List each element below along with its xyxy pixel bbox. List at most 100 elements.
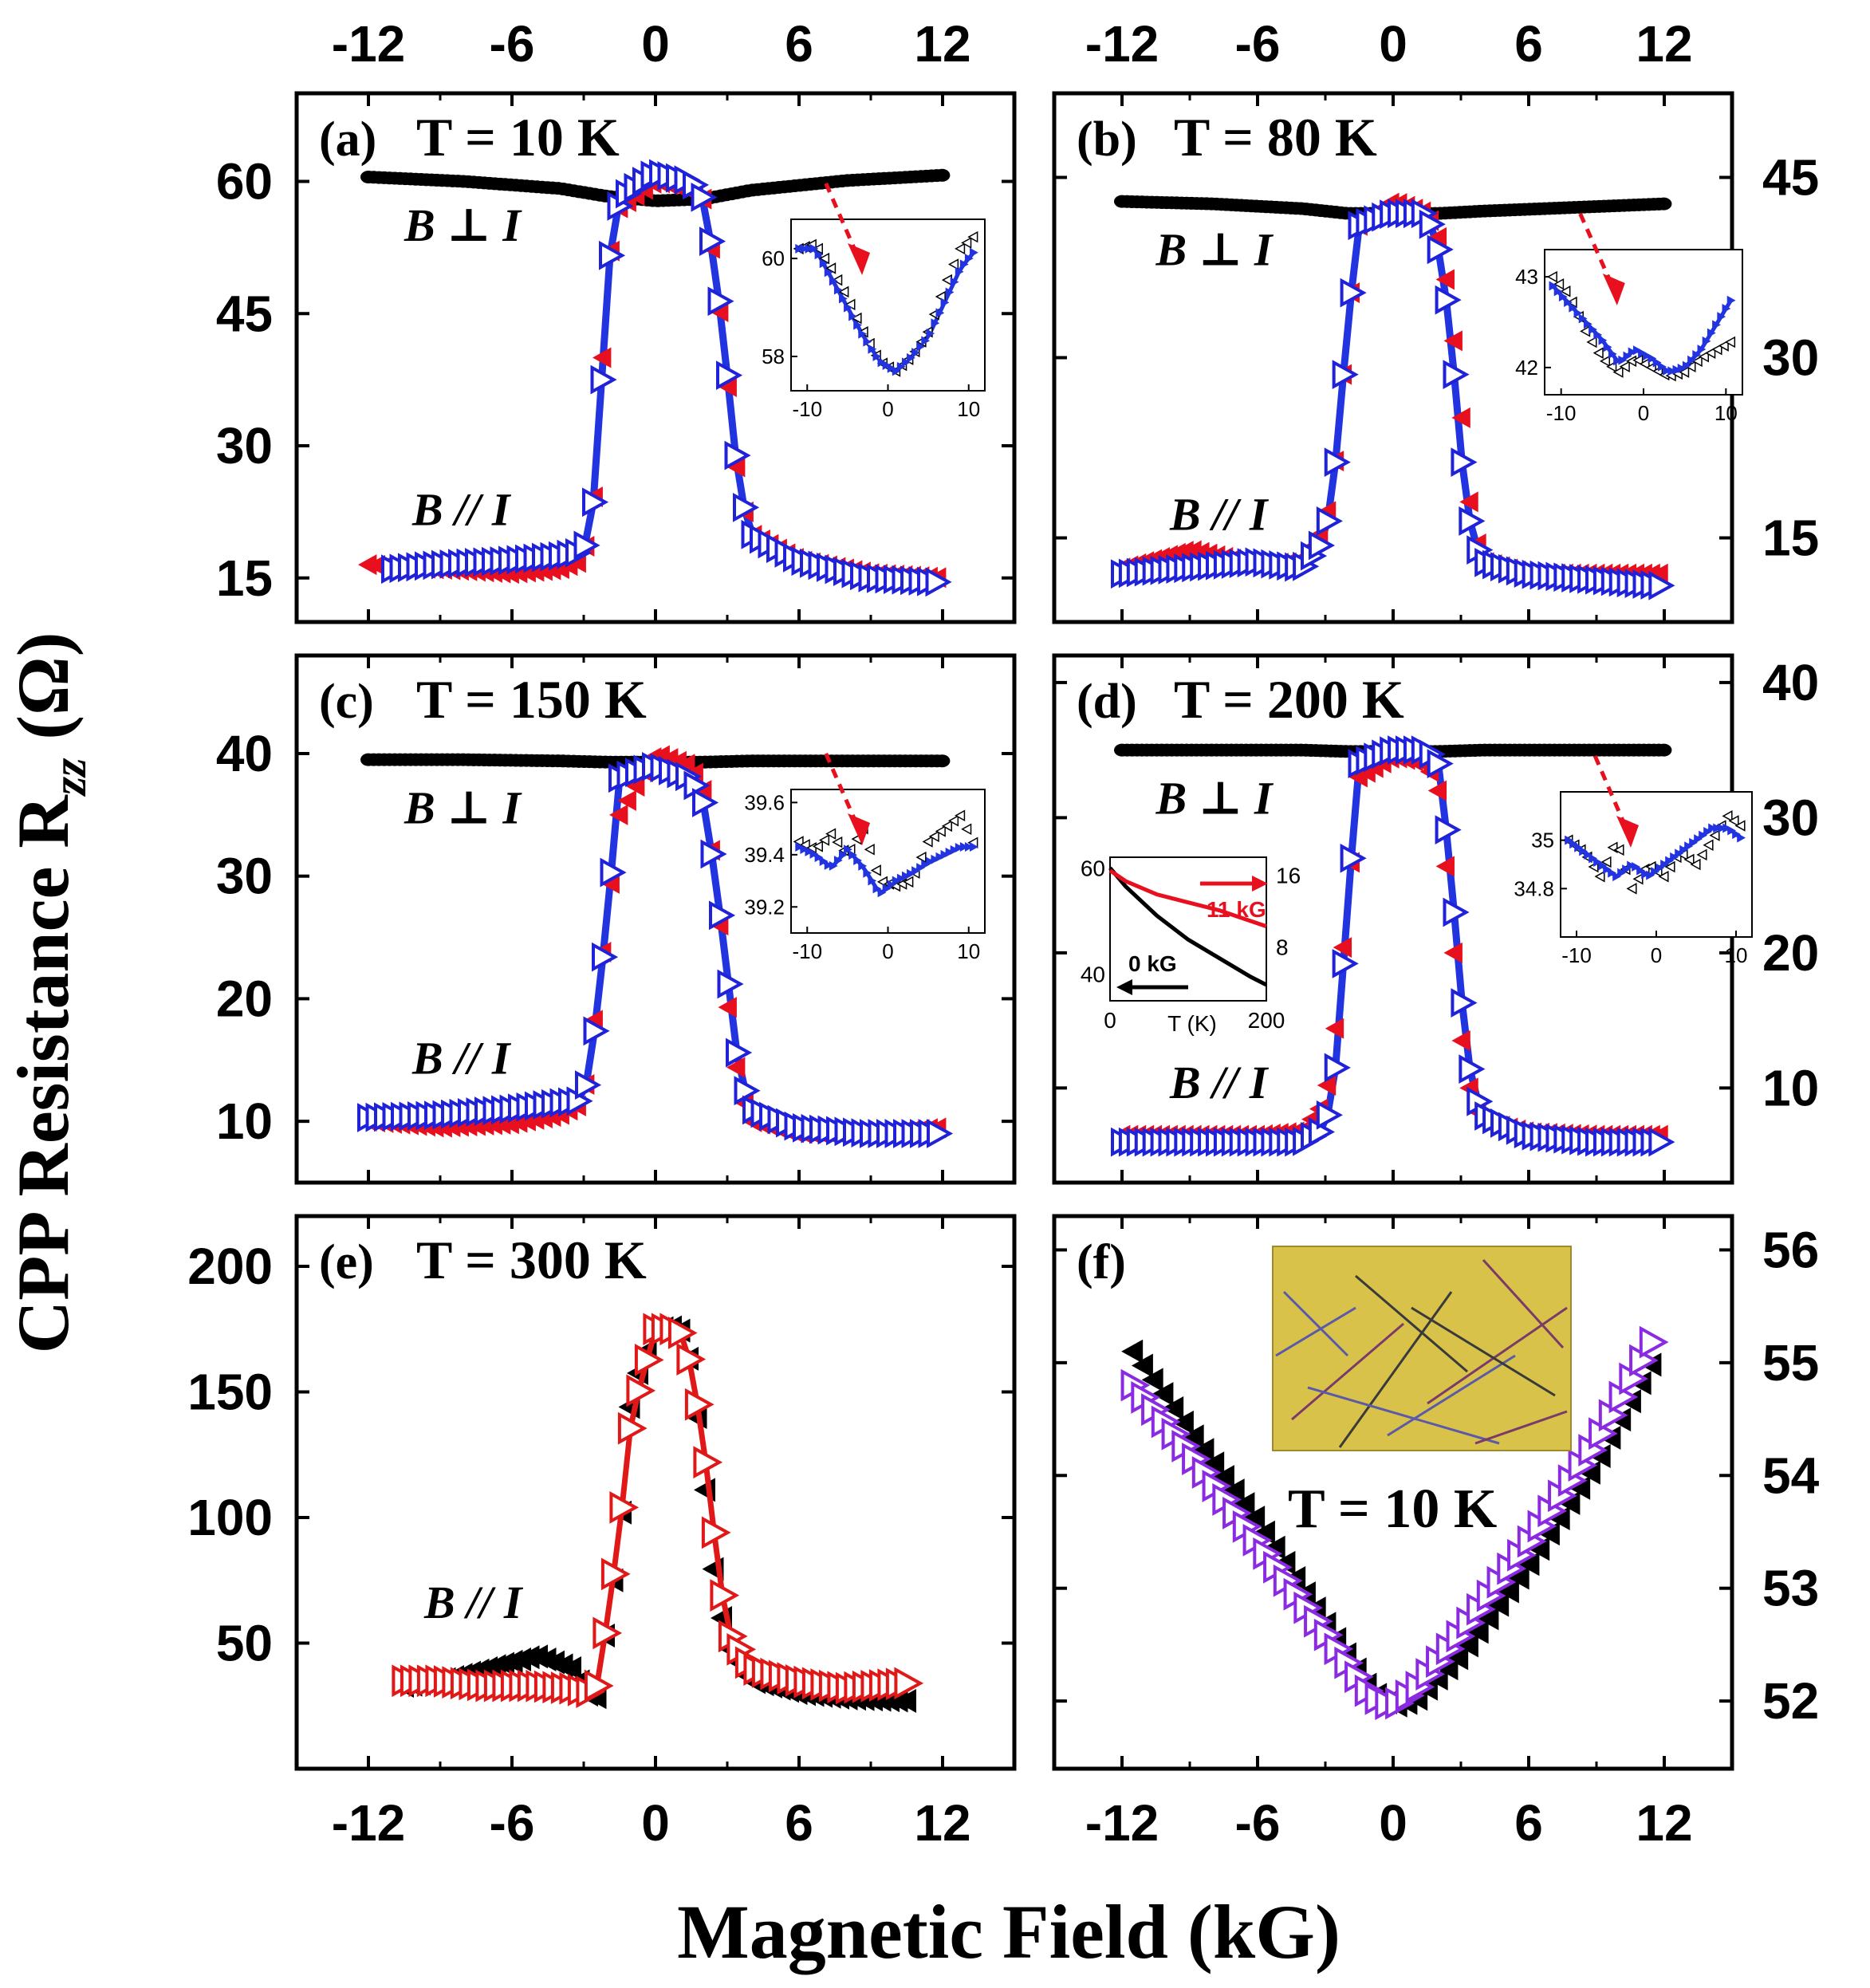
- inset-open-point: [1722, 810, 1733, 822]
- inset-filled-point: [853, 320, 863, 330]
- inset-filled-point: [1598, 335, 1608, 345]
- inset-filled-point: [916, 341, 925, 352]
- inset-filled-point: [892, 366, 901, 376]
- inset-open-point: [1718, 340, 1729, 352]
- inset-open-point: [1664, 860, 1675, 873]
- inset-open-point: [961, 823, 972, 836]
- par-down-point: [1435, 285, 1462, 315]
- inset-filled-point: [1583, 319, 1592, 329]
- inset-open-point: [1685, 360, 1696, 373]
- inset-filled-point: [863, 868, 872, 878]
- inset-filled-point: [1655, 863, 1664, 873]
- inset-filled-point: [829, 276, 838, 286]
- par-down-point: [1332, 949, 1359, 978]
- inset-open-point: [1724, 336, 1736, 348]
- inset-filled-point: [819, 258, 829, 269]
- photo-crack: [1291, 1322, 1404, 1421]
- inset-open-point: [935, 825, 946, 837]
- inset-open-point: [1599, 355, 1611, 368]
- open-point: [710, 1579, 740, 1612]
- inset-filled-point: [1707, 328, 1716, 338]
- x-tick-label: -12: [332, 1794, 406, 1852]
- inset-filled-point: [805, 846, 814, 856]
- inset-open-point: [1612, 366, 1624, 378]
- panel-title: T = 80 K: [1174, 107, 1377, 167]
- inset-x-tick-label: -10: [792, 397, 822, 421]
- inset-open-point: [1683, 853, 1695, 866]
- par-down-point: [1324, 1053, 1351, 1083]
- par-down-point: [1648, 570, 1675, 600]
- inset-filled-point: [1578, 313, 1588, 324]
- par-up-point: [1443, 942, 1463, 963]
- inset-open-point: [922, 836, 933, 848]
- par-down-point: [724, 440, 751, 470]
- inset-filled-point: [1598, 860, 1607, 871]
- filled-point: [1507, 1565, 1529, 1590]
- inset-filled-point: [940, 849, 950, 860]
- inset-filled-point: [1672, 364, 1682, 375]
- panel-c: 10 20 30 40 (c) T = 150 K B ⊥ I B // I -10 0 10 39.…: [216, 653, 1017, 1185]
- inset-filled-point: [950, 277, 959, 287]
- inset-filled-point: [1593, 856, 1602, 867]
- perp-label: B ⊥ I: [404, 199, 522, 251]
- par-up-point: [1435, 269, 1455, 290]
- inset-filled-point: [819, 856, 829, 866]
- inset-y-tick-label: 35: [1531, 829, 1554, 852]
- inset-open-point: [955, 242, 966, 255]
- inset-open-point: [832, 274, 843, 286]
- y-tick-label: 50: [216, 1615, 273, 1672]
- inset-filled-point: [795, 842, 805, 852]
- par-down-point: [1451, 988, 1478, 1018]
- perp-point: [1655, 197, 1672, 211]
- inset-filled-point: [901, 357, 911, 368]
- par-down-point: [1459, 506, 1486, 536]
- y-tick-label: 52: [1762, 1672, 1819, 1730]
- inset-filled-point: [911, 866, 920, 876]
- inset-filled-point: [1663, 365, 1671, 376]
- inset-x-tick-label: 10: [1714, 401, 1738, 425]
- inset-b: -10 0 10 42 43: [1515, 212, 1743, 425]
- par-down-point: [1427, 234, 1454, 265]
- inset-filled-point: [1632, 862, 1640, 872]
- inset-c: -10 0 10 39.2 39.4 39.6: [744, 753, 986, 963]
- par-down-point: [1340, 843, 1367, 873]
- open-point: [609, 1491, 640, 1524]
- inset-open-point: [1546, 270, 1557, 283]
- y-tick-label: 20: [1762, 924, 1819, 982]
- open-point: [592, 1616, 623, 1650]
- open-point: [667, 1317, 698, 1349]
- inset-filled-point: [1699, 830, 1707, 840]
- par-label: B // I: [423, 1577, 524, 1628]
- inset-filled-point: [833, 856, 843, 866]
- par-down-point: [1316, 506, 1343, 536]
- inset-open-point: [955, 809, 966, 822]
- open-point: [634, 1343, 664, 1376]
- par-down-point: [699, 226, 726, 257]
- inset-filled-point: [795, 243, 805, 254]
- inset-open-point: [1705, 347, 1716, 359]
- par-up-point: [676, 754, 695, 775]
- inset-open-point: [1560, 285, 1571, 297]
- inset-filled-point: [1670, 852, 1679, 862]
- inset-filled-point: [863, 337, 872, 347]
- filled-point: [895, 1688, 916, 1713]
- inset-filled-point: [911, 348, 920, 358]
- inset-filled-point: [848, 311, 857, 321]
- inset-open-point: [928, 830, 939, 843]
- inset-filled-point: [1722, 303, 1731, 313]
- par-up-point: [1427, 226, 1447, 248]
- photo-crack: [1474, 1410, 1568, 1445]
- inset-x-tick-label: 10: [1725, 943, 1748, 967]
- par-down-point: [583, 1016, 610, 1046]
- temp-inset-black-label: 0 kG: [1128, 951, 1177, 976]
- inset-filled-point: [829, 860, 838, 871]
- inset-filled-point: [1641, 869, 1650, 880]
- filled-point: [1243, 1506, 1266, 1530]
- inset-filled-point: [1677, 364, 1687, 374]
- filled-point: [560, 1656, 581, 1680]
- inset-filled-point: [926, 856, 935, 867]
- x-tick-label: 12: [1636, 15, 1692, 73]
- panel-f: -12 -6 0 6 12 52 53 54 55 56 (f) T = 10 K: [1052, 1214, 1820, 1852]
- par-label: B // I: [411, 1033, 512, 1085]
